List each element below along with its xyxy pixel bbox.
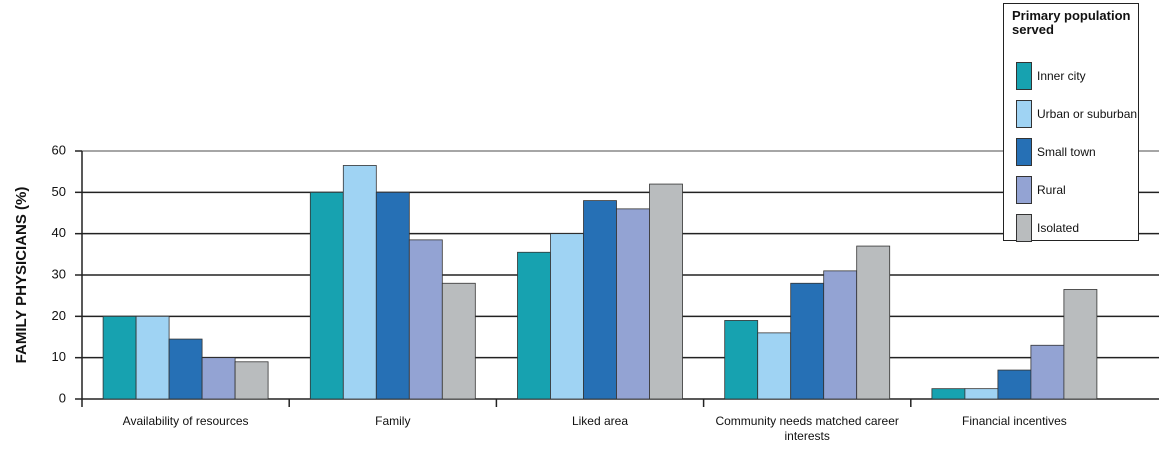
x-tick-label: Family	[375, 414, 411, 428]
bar	[102, 315, 137, 400]
bar	[1063, 289, 1098, 400]
bar	[408, 239, 443, 400]
bar	[441, 282, 476, 400]
bar	[964, 388, 999, 400]
legend-entry: Rural	[1016, 176, 1066, 204]
bar	[757, 332, 792, 400]
legend-swatch	[1016, 62, 1032, 90]
legend-swatch	[1016, 100, 1032, 128]
y-tick-label: 50	[52, 184, 66, 199]
bar	[997, 369, 1032, 400]
legend-label: Isolated	[1037, 221, 1080, 235]
bar	[931, 388, 966, 400]
legend-entry: Isolated	[1016, 214, 1079, 242]
legend-label: Inner city	[1037, 69, 1086, 83]
bar	[234, 361, 269, 400]
legend-title: Primary population served	[1012, 8, 1131, 37]
bar	[790, 282, 825, 400]
bar	[1030, 344, 1065, 400]
x-tick-label: Financial incentives	[962, 414, 1067, 428]
y-tick-label: 60	[52, 142, 66, 157]
y-tick-label: 10	[52, 349, 66, 364]
y-tick-label: 20	[52, 308, 66, 323]
legend-entry: Inner city	[1016, 62, 1086, 90]
bar	[583, 200, 617, 400]
legend-entry: Urban or suburban	[1016, 100, 1137, 128]
legend-entry: Small town	[1016, 138, 1096, 166]
bar	[649, 183, 683, 400]
bar	[201, 357, 236, 400]
legend: Primary population served Inner city Urba…	[1003, 3, 1139, 242]
y-tick-label: 0	[59, 390, 66, 405]
legend-label: Small town	[1037, 145, 1096, 159]
y-axis-title: FAMILY PHYSICIANS (%)	[13, 187, 30, 364]
legend-swatch	[1016, 176, 1032, 204]
bar	[517, 251, 551, 400]
bar	[342, 165, 377, 400]
x-tick-label: Liked area	[571, 414, 629, 428]
legend-label: Urban or suburban	[1037, 107, 1138, 121]
bar	[375, 191, 410, 400]
bar	[724, 320, 759, 400]
bar	[616, 208, 650, 400]
x-tick-label: Community needs matched career interests	[715, 414, 899, 443]
bar	[309, 191, 344, 400]
x-tick-label: Availability of resources	[122, 414, 249, 428]
bar	[550, 233, 584, 400]
bar	[168, 338, 203, 400]
y-tick-label: 40	[52, 225, 66, 240]
bar	[135, 315, 170, 400]
legend-label: Rural	[1037, 183, 1066, 197]
bar	[823, 270, 858, 400]
bar	[856, 245, 891, 400]
legend-swatch	[1016, 214, 1032, 242]
y-tick-label: 30	[52, 266, 66, 281]
legend-swatch	[1016, 138, 1032, 166]
